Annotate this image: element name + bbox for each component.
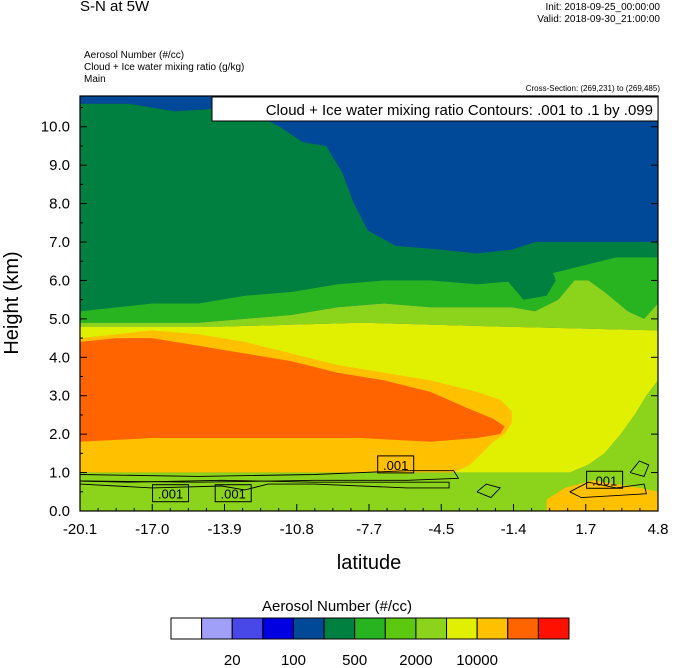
colorbar-tick-label: 2000 [399, 652, 432, 668]
x-axis: -20.1 -17.0 -13.9 -10.8 -7.7 -4.5 -1.4 1.7 4.8 [63, 504, 669, 538]
valid-time: Valid: 2018-09-30_21:00:00 [537, 14, 660, 25]
filled-regions [80, 96, 658, 511]
y-tick-label: 4.0 [49, 349, 70, 366]
x-tick-label: -7.7 [356, 521, 382, 538]
y-tick-label: 6.0 [49, 272, 70, 289]
x-tick-label: -20.1 [63, 521, 97, 538]
region-green-band [80, 257, 658, 323]
region-lime-layer [80, 280, 658, 331]
x-tick-label: -10.8 [280, 521, 314, 538]
contour-label: .001 [592, 473, 617, 488]
field-label-main: Main [84, 74, 106, 85]
region-upper-blue [80, 96, 658, 254]
colorbar-tick-label: 20 [224, 652, 241, 668]
contour-label: .001 [221, 487, 246, 502]
colorbar-swatch [446, 617, 478, 640]
contour-labels: .001 .001 .001 .001 [152, 455, 624, 503]
x-tick-label: -4.5 [428, 521, 454, 538]
colorbar-swatch [170, 617, 203, 640]
contour-label-box [214, 484, 252, 503]
colorbar-swatch [384, 617, 417, 640]
region-surface-amber [546, 480, 658, 511]
y-tick-label: 3.0 [49, 388, 70, 405]
x-tick-label: 4.8 [648, 521, 669, 538]
x-axis-label: latitude [337, 552, 402, 574]
colorbar-tick-labels: 20 100 500 2000 10000 [224, 652, 498, 668]
contour-label: .001 [383, 458, 408, 473]
colorbar [170, 617, 570, 640]
colorbar-swatch [415, 617, 448, 640]
contour-label-box [377, 455, 415, 474]
contour-label: .001 [158, 487, 183, 502]
y-axis-label: Height (km) [1, 251, 23, 354]
colorbar-swatch [476, 617, 509, 640]
region-orange-core [80, 338, 505, 442]
colorbar-swatch [354, 617, 386, 640]
contour-line [476, 483, 502, 499]
y-tick-label: 1.0 [49, 465, 70, 482]
colorbar-swatch [292, 617, 325, 640]
colorbar-tick-label: 100 [281, 652, 306, 668]
contour-line [629, 460, 650, 477]
x-tick-label: -17.0 [135, 521, 169, 538]
colorbar-swatch [231, 617, 264, 640]
colorbar-swatch [201, 617, 233, 640]
colorbar-swatch [262, 617, 294, 640]
contour-label-box [152, 484, 190, 503]
colorbar-title: Aerosol Number (#/cc) [261, 598, 413, 615]
y-tick-label: 2.0 [49, 426, 70, 443]
y-tick-label: 0.0 [49, 503, 70, 520]
cross-section-label: Cross-Section: (269,231) to (269,485) [525, 84, 660, 93]
y-axis: 0.0 1.0 2.0 3.0 4.0 5.0 6.0 7.0 8.0 9.0 10.0 [41, 107, 658, 520]
y-tick-label: 9.0 [49, 157, 70, 174]
colorbar-swatch [507, 617, 539, 640]
x-tick-label: -1.4 [501, 521, 527, 538]
y-tick-label: 7.0 [49, 234, 70, 251]
x-tick-label: 1.7 [575, 521, 596, 538]
y-tick-label: 10.0 [41, 119, 70, 136]
contour-line [80, 479, 450, 491]
region-dark-green-band [80, 103, 658, 312]
colorbar-tick-label: 10000 [456, 652, 498, 668]
x-tick-label: -13.9 [207, 521, 241, 538]
y-tick-label: 8.0 [49, 196, 70, 213]
field-label-cloud: Cloud + Ice water mixing ratio (g/kg) [84, 62, 245, 73]
contour-label-box [586, 470, 624, 489]
field-label-aerosol: Aerosol Number (#/cc) [84, 50, 185, 61]
chart-title: Cloud + Ice water mixing ratio Contours:… [266, 102, 653, 119]
init-time: Init: 2018-09-25_00:00:00 [545, 2, 660, 13]
colorbar-swatch [537, 617, 570, 640]
title-box [211, 96, 659, 122]
region-surface-lime [80, 380, 658, 511]
y-tick-label: 5.0 [49, 311, 70, 328]
contour-lines [80, 460, 650, 499]
plot-title: S-N at 5W [80, 0, 150, 15]
colorbar-swatch [323, 617, 356, 640]
contour-line [569, 481, 647, 499]
colorbar-tick-label: 500 [342, 652, 367, 668]
region-mid-right-dark [507, 257, 556, 300]
